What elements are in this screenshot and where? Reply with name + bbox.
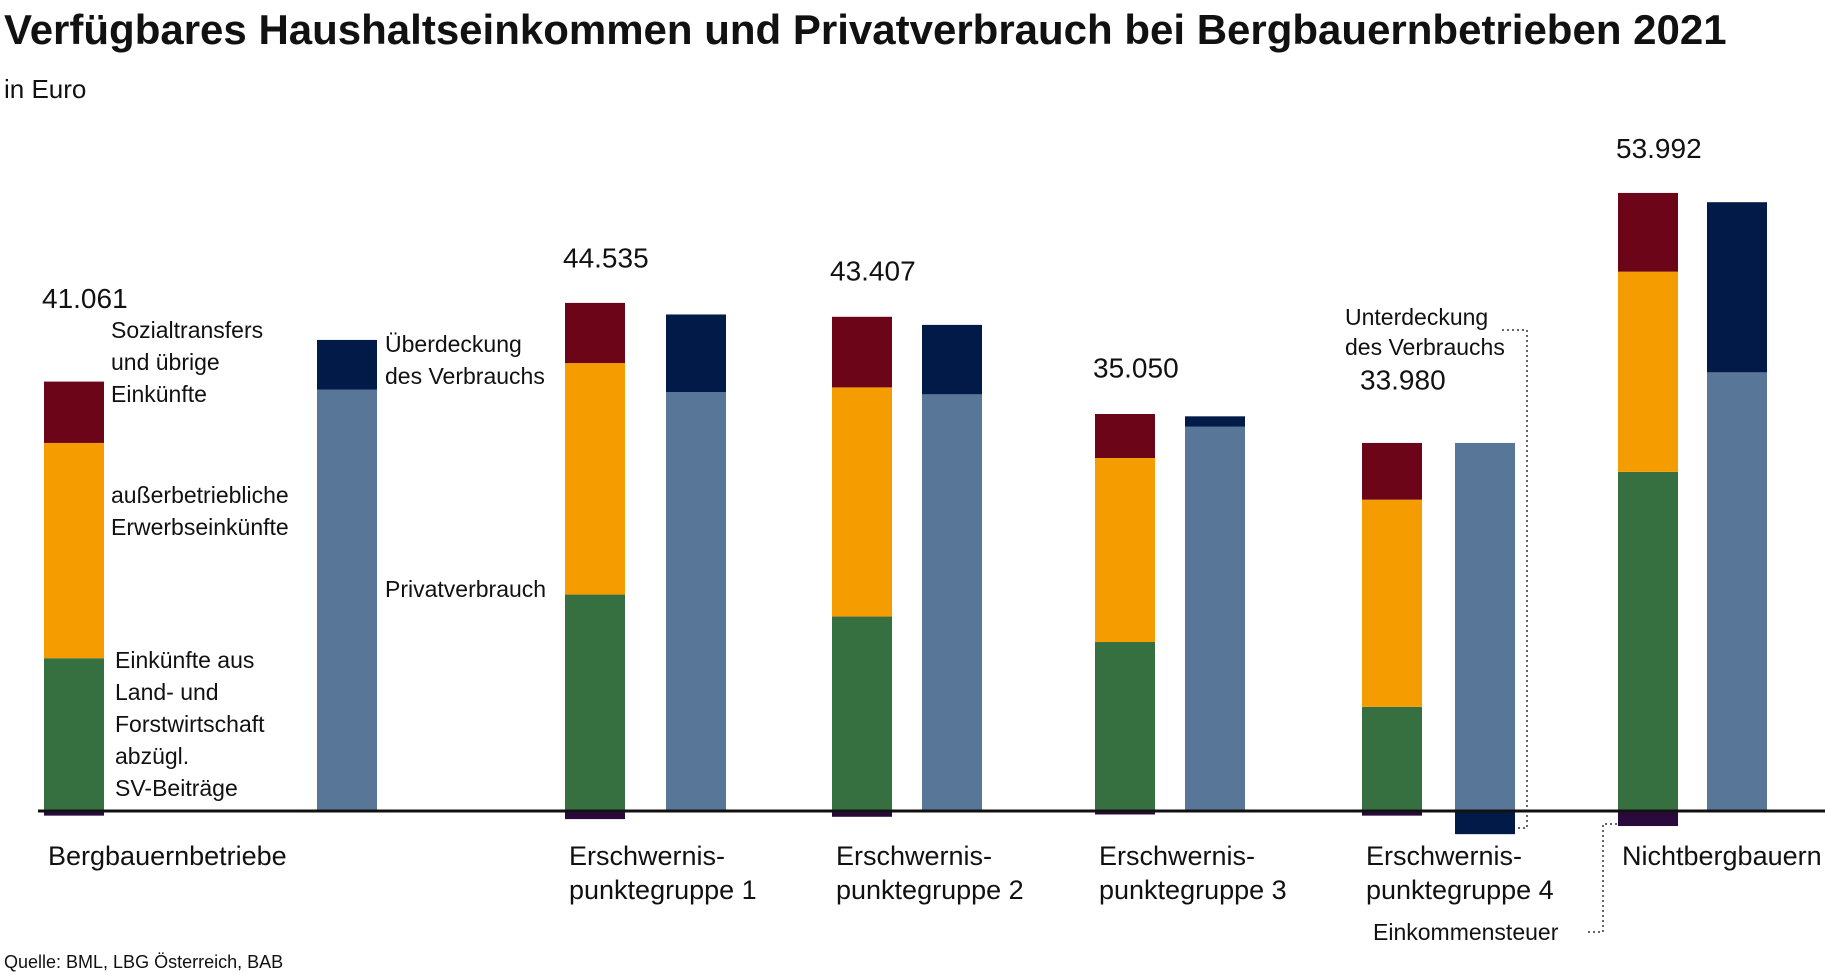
bar-sozialtransfers — [1362, 442, 1422, 500]
bar-land-forst — [44, 658, 104, 811]
bar-privatverbrauch — [1455, 442, 1515, 811]
bar-unterdeckung — [1455, 811, 1515, 835]
bar-privatverbrauch — [1707, 372, 1767, 811]
bar-privatverbrauch — [922, 394, 982, 811]
annotation-sozialtransfers: Sozialtransfers und übrige Einkünfte — [111, 317, 263, 407]
bar-ausserbetrieblich — [565, 363, 625, 595]
source-note: Quelle: BML, LBG Österreich, BAB — [4, 952, 283, 972]
bar-sozialtransfers — [832, 316, 892, 388]
bar-einkommensteuer — [1362, 811, 1422, 816]
annotation-land-forst: Einkünfte aus Land- und Forstwirtschaft abz… — [115, 647, 265, 801]
bar-ausserbetrieblich — [832, 387, 892, 617]
chart-title: Verfügbares Haushaltseinkommen und Priva… — [4, 6, 1727, 53]
bar-land-forst — [1095, 642, 1155, 811]
bar-privatverbrauch — [666, 392, 726, 811]
total-label: 53.992 — [1616, 133, 1702, 164]
bar-ueberdeckung — [922, 324, 982, 395]
bar-einkommensteuer — [1618, 811, 1678, 827]
bar-ausserbetrieblich — [44, 442, 104, 659]
total-label: 44.535 — [563, 243, 649, 274]
annotations-group: Sozialtransfers und übrige Einkünfte außerb… — [111, 304, 1618, 945]
bar-land-forst — [565, 594, 625, 811]
annotation-privatverbrauch: Privatverbrauch — [385, 576, 546, 602]
bar-ausserbetrieblich — [1095, 457, 1155, 643]
category-label: Erschwernis-punktegruppe 2 — [836, 841, 1024, 905]
total-label: 43.407 — [830, 256, 916, 287]
bar-ueberdeckung — [1707, 202, 1767, 373]
bar-einkommensteuer — [565, 811, 625, 820]
category-label: Erschwernis-punktegruppe 4 — [1366, 841, 1554, 905]
total-label: 33.980 — [1360, 365, 1446, 396]
annotation-unterdeckung: Unterdeckung des Verbrauchs — [1345, 304, 1505, 360]
bar-einkommensteuer — [832, 811, 892, 817]
bar-ausserbetrieblich — [1618, 271, 1678, 472]
bar-einkommensteuer — [44, 811, 104, 816]
category-label: Nichtbergbauern — [1622, 841, 1822, 871]
bar-land-forst — [1362, 706, 1422, 811]
bars-group — [44, 192, 1767, 835]
annotation-ueberdeckung: Überdeckung des Verbrauchs — [385, 331, 545, 389]
bar-ueberdeckung — [1185, 416, 1245, 427]
labels-group: 41.061 Bergbauernbetriebe 44.535 Erschwerni… — [42, 133, 1822, 905]
bar-land-forst — [1618, 471, 1678, 811]
bar-privatverbrauch — [1185, 426, 1245, 811]
bar-einkommensteuer — [1095, 811, 1155, 815]
bar-sozialtransfers — [1618, 192, 1678, 272]
bar-ueberdeckung — [666, 314, 726, 393]
bar-sozialtransfers — [44, 381, 104, 443]
total-label: 41.061 — [42, 283, 128, 314]
annotation-einkommensteuer: Einkommensteuer — [1373, 919, 1559, 945]
annotation-ausserbetrieblich: außerbetriebliche Erwerbseinkünfte — [111, 482, 289, 540]
category-label: Erschwernis-punktegruppe 1 — [569, 841, 757, 905]
bar-land-forst — [832, 616, 892, 811]
einkommensteuer-leader — [1588, 823, 1618, 933]
bar-privatverbrauch — [317, 389, 377, 811]
bar-sozialtransfers — [565, 302, 625, 364]
total-label: 35.050 — [1093, 352, 1179, 383]
bar-ueberdeckung — [317, 339, 377, 390]
category-label: Erschwernis-punktegruppe 3 — [1099, 841, 1287, 905]
chart-subtitle: in Euro — [4, 74, 86, 104]
bar-sozialtransfers — [1095, 414, 1155, 458]
category-label: Bergbauernbetriebe — [48, 841, 287, 871]
bar-ausserbetrieblich — [1362, 499, 1422, 707]
